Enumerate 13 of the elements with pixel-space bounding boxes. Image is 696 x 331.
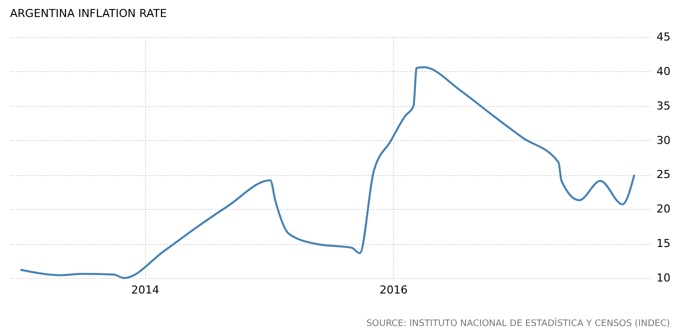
y-tick-label: 40 [656,64,670,78]
y-tick-label: 30 [656,134,670,147]
y-tick-label: 45 [656,30,670,44]
x-tick-label: 2016 [380,284,408,296]
y-tick-label: 20 [656,202,670,216]
y-tick-label: 35 [656,99,670,112]
y-tick-label: 15 [656,237,670,250]
chart-title: ARGENTINA INFLATION RATE [10,7,167,20]
x-tick-label: 2014 [131,284,160,296]
line-series [20,66,636,279]
source-note: SOURCE: INSTITUTO NACIONAL DE ESTADÍSTICA Y CENSOS (INDEC) [366,317,670,329]
y-tick-label: 25 [656,168,670,182]
y-tick-label: 10 [656,272,670,284]
